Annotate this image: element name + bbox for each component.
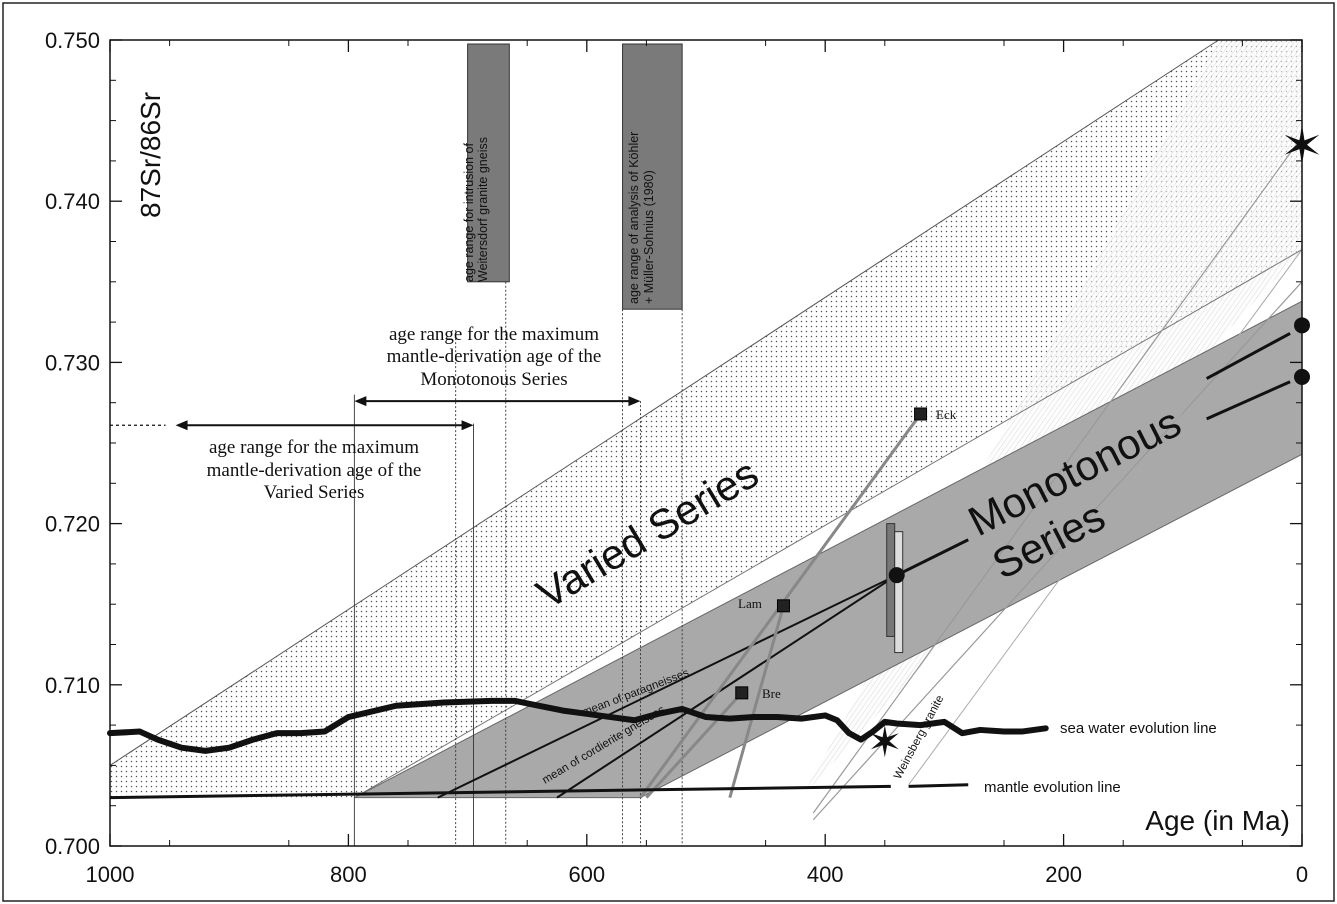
x-tick-label: 1000 (86, 862, 135, 887)
sample-marker-eck (914, 407, 928, 421)
y-tick-label: 0.710 (45, 673, 100, 698)
y-tick-label: 0.730 (45, 350, 100, 375)
varied-range-text-1: age range for the maximum (209, 437, 419, 458)
sample-label-bre: Bre (762, 686, 781, 701)
sample-tie-line-2 (645, 691, 743, 799)
mantle-evolution-line (109, 784, 891, 800)
varied-range-text-2: mantle-derivation age of the (207, 460, 422, 481)
sea-water-evolution-line (107, 697, 1049, 754)
error-bar-light (894, 531, 904, 654)
age-range-bar-1 (622, 43, 683, 310)
varied-lower-boundary (354, 249, 1303, 799)
y-axis-label: 87Sr/86Sr (135, 92, 166, 218)
sample-marker-lam (776, 599, 790, 613)
varied-range-text-3: Varied Series (264, 482, 365, 503)
isochron-line-0 (812, 136, 1303, 814)
paragneisses-mean-line (437, 574, 898, 799)
x-tick-label: 800 (330, 862, 367, 887)
x-axis-label: Age (in Ma) (1145, 805, 1290, 836)
age-range-bar-0 (467, 43, 510, 283)
x-tick-label: 0 (1296, 862, 1308, 887)
cordierite-mean-line (556, 574, 898, 799)
sea-water-line-label: sea water evolution line (1060, 720, 1217, 737)
sample-marker-bre (735, 686, 749, 700)
varied-series-band (110, 40, 1302, 798)
y-tick-label: 0.720 (45, 512, 100, 537)
mono-range-text-2: mantle-derivation age of the (387, 346, 602, 367)
range-arrow-head-right-1 (461, 420, 474, 431)
mantle-evolution-line-end (908, 783, 969, 788)
band-end-leader-lower (1206, 380, 1291, 421)
analysis-bar-text-1: age range of analysis of Köhler (627, 132, 641, 304)
sample-label-eck: Eck (936, 407, 957, 422)
sample-tie-line-1 (728, 605, 785, 799)
mono-range-text-1: age range for the maximum (389, 324, 599, 345)
monotonous-label-leader (896, 538, 969, 577)
y-tick-label: 0.740 (45, 189, 100, 214)
band-end-leader-upper (1205, 332, 1291, 380)
varied-upper-boundary (109, 39, 1219, 766)
star-marker-1 (870, 725, 899, 758)
range-arrow-head-right-0 (628, 396, 641, 407)
filled-circle-marker-0 (888, 567, 905, 584)
y-tick-label: 0.750 (45, 28, 100, 53)
range-arrow-head-left-1 (175, 420, 188, 431)
sample-label-lam: Lam (738, 596, 762, 611)
analysis-bar-text-2: + Müller-Sohnius (1980) (642, 170, 656, 304)
intrusion-bar-text-1: age range for intrusion of (462, 142, 476, 282)
weinsberg-label: Weinsberg granite (892, 694, 946, 782)
x-tick-label: 400 (807, 862, 844, 887)
x-tick-label: 200 (1045, 862, 1082, 887)
mono-range-text-3: Monotonous Series (420, 369, 567, 390)
intrusion-bar-text-2: Weitersdorf granite gneiss (476, 137, 490, 282)
range-arrow-head-left-0 (354, 396, 367, 407)
x-tick-label: 600 (568, 862, 605, 887)
varied-lower-isochron (908, 249, 1303, 786)
mantle-line-label: mantle evolution line (984, 779, 1121, 796)
y-tick-label: 0.700 (45, 834, 100, 859)
